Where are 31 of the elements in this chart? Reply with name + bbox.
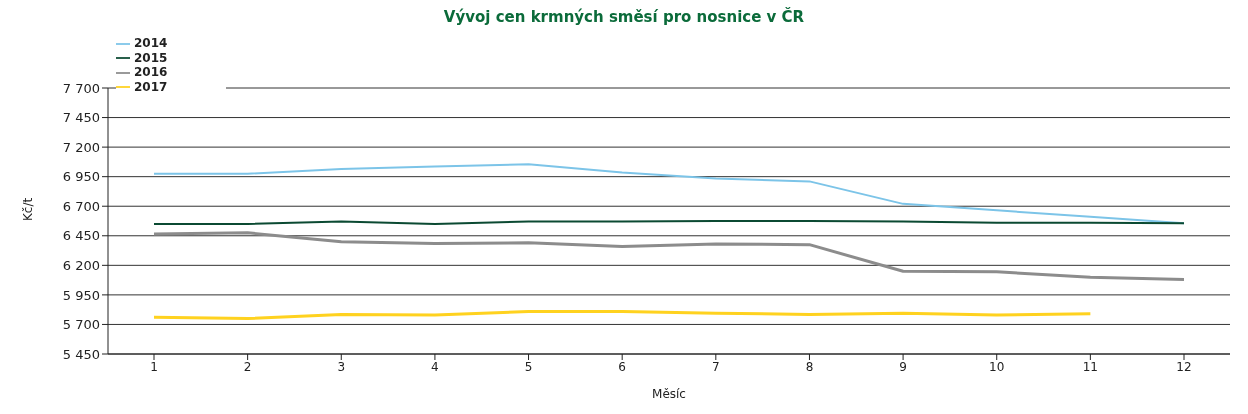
- x-tick-label: 6: [618, 359, 626, 374]
- chart-title: Vývoj cen krmných směsí pro nosnice v ČR: [442, 8, 806, 26]
- y-tick-label: 6 950: [62, 169, 100, 185]
- y-tick-label: 7 450: [62, 110, 100, 126]
- y-tick-label: 6 450: [62, 228, 100, 244]
- x-tick-label: 2: [243, 359, 252, 374]
- y-tick-label: 5 950: [62, 287, 100, 303]
- x-tick-label: 8: [805, 359, 814, 374]
- x-tick-label: 9: [899, 359, 907, 374]
- x-tick-label: 10: [989, 359, 1005, 374]
- x-tick-label: 5: [524, 359, 533, 374]
- x-tick-label: 4: [431, 359, 439, 374]
- line-series: [152, 309, 1092, 321]
- y-axis-title: Kč/t: [21, 197, 36, 221]
- line-series: [152, 231, 1186, 282]
- y-tick-label: 6 200: [62, 257, 100, 273]
- y-tick-label: 5 450: [62, 346, 100, 362]
- x-tick-label: 7: [712, 359, 720, 374]
- legend-label: 2016: [134, 65, 168, 79]
- y-tick-label: 7 200: [62, 139, 100, 155]
- x-axis-title: Měsíc: [652, 387, 686, 401]
- legend-label: 2014: [134, 36, 168, 50]
- x-tick-label: 3: [337, 359, 346, 374]
- legend-label: 2017: [134, 79, 168, 94]
- legend-label: 2015: [134, 50, 168, 65]
- y-tick-label: 5 700: [62, 317, 100, 333]
- x-tick-label: 12: [1176, 359, 1192, 374]
- y-tick-label: 7 700: [62, 80, 100, 96]
- x-tick-label: 1: [150, 359, 158, 374]
- x-tick-label: 11: [1082, 359, 1098, 374]
- y-tick-label: 6 700: [62, 198, 100, 214]
